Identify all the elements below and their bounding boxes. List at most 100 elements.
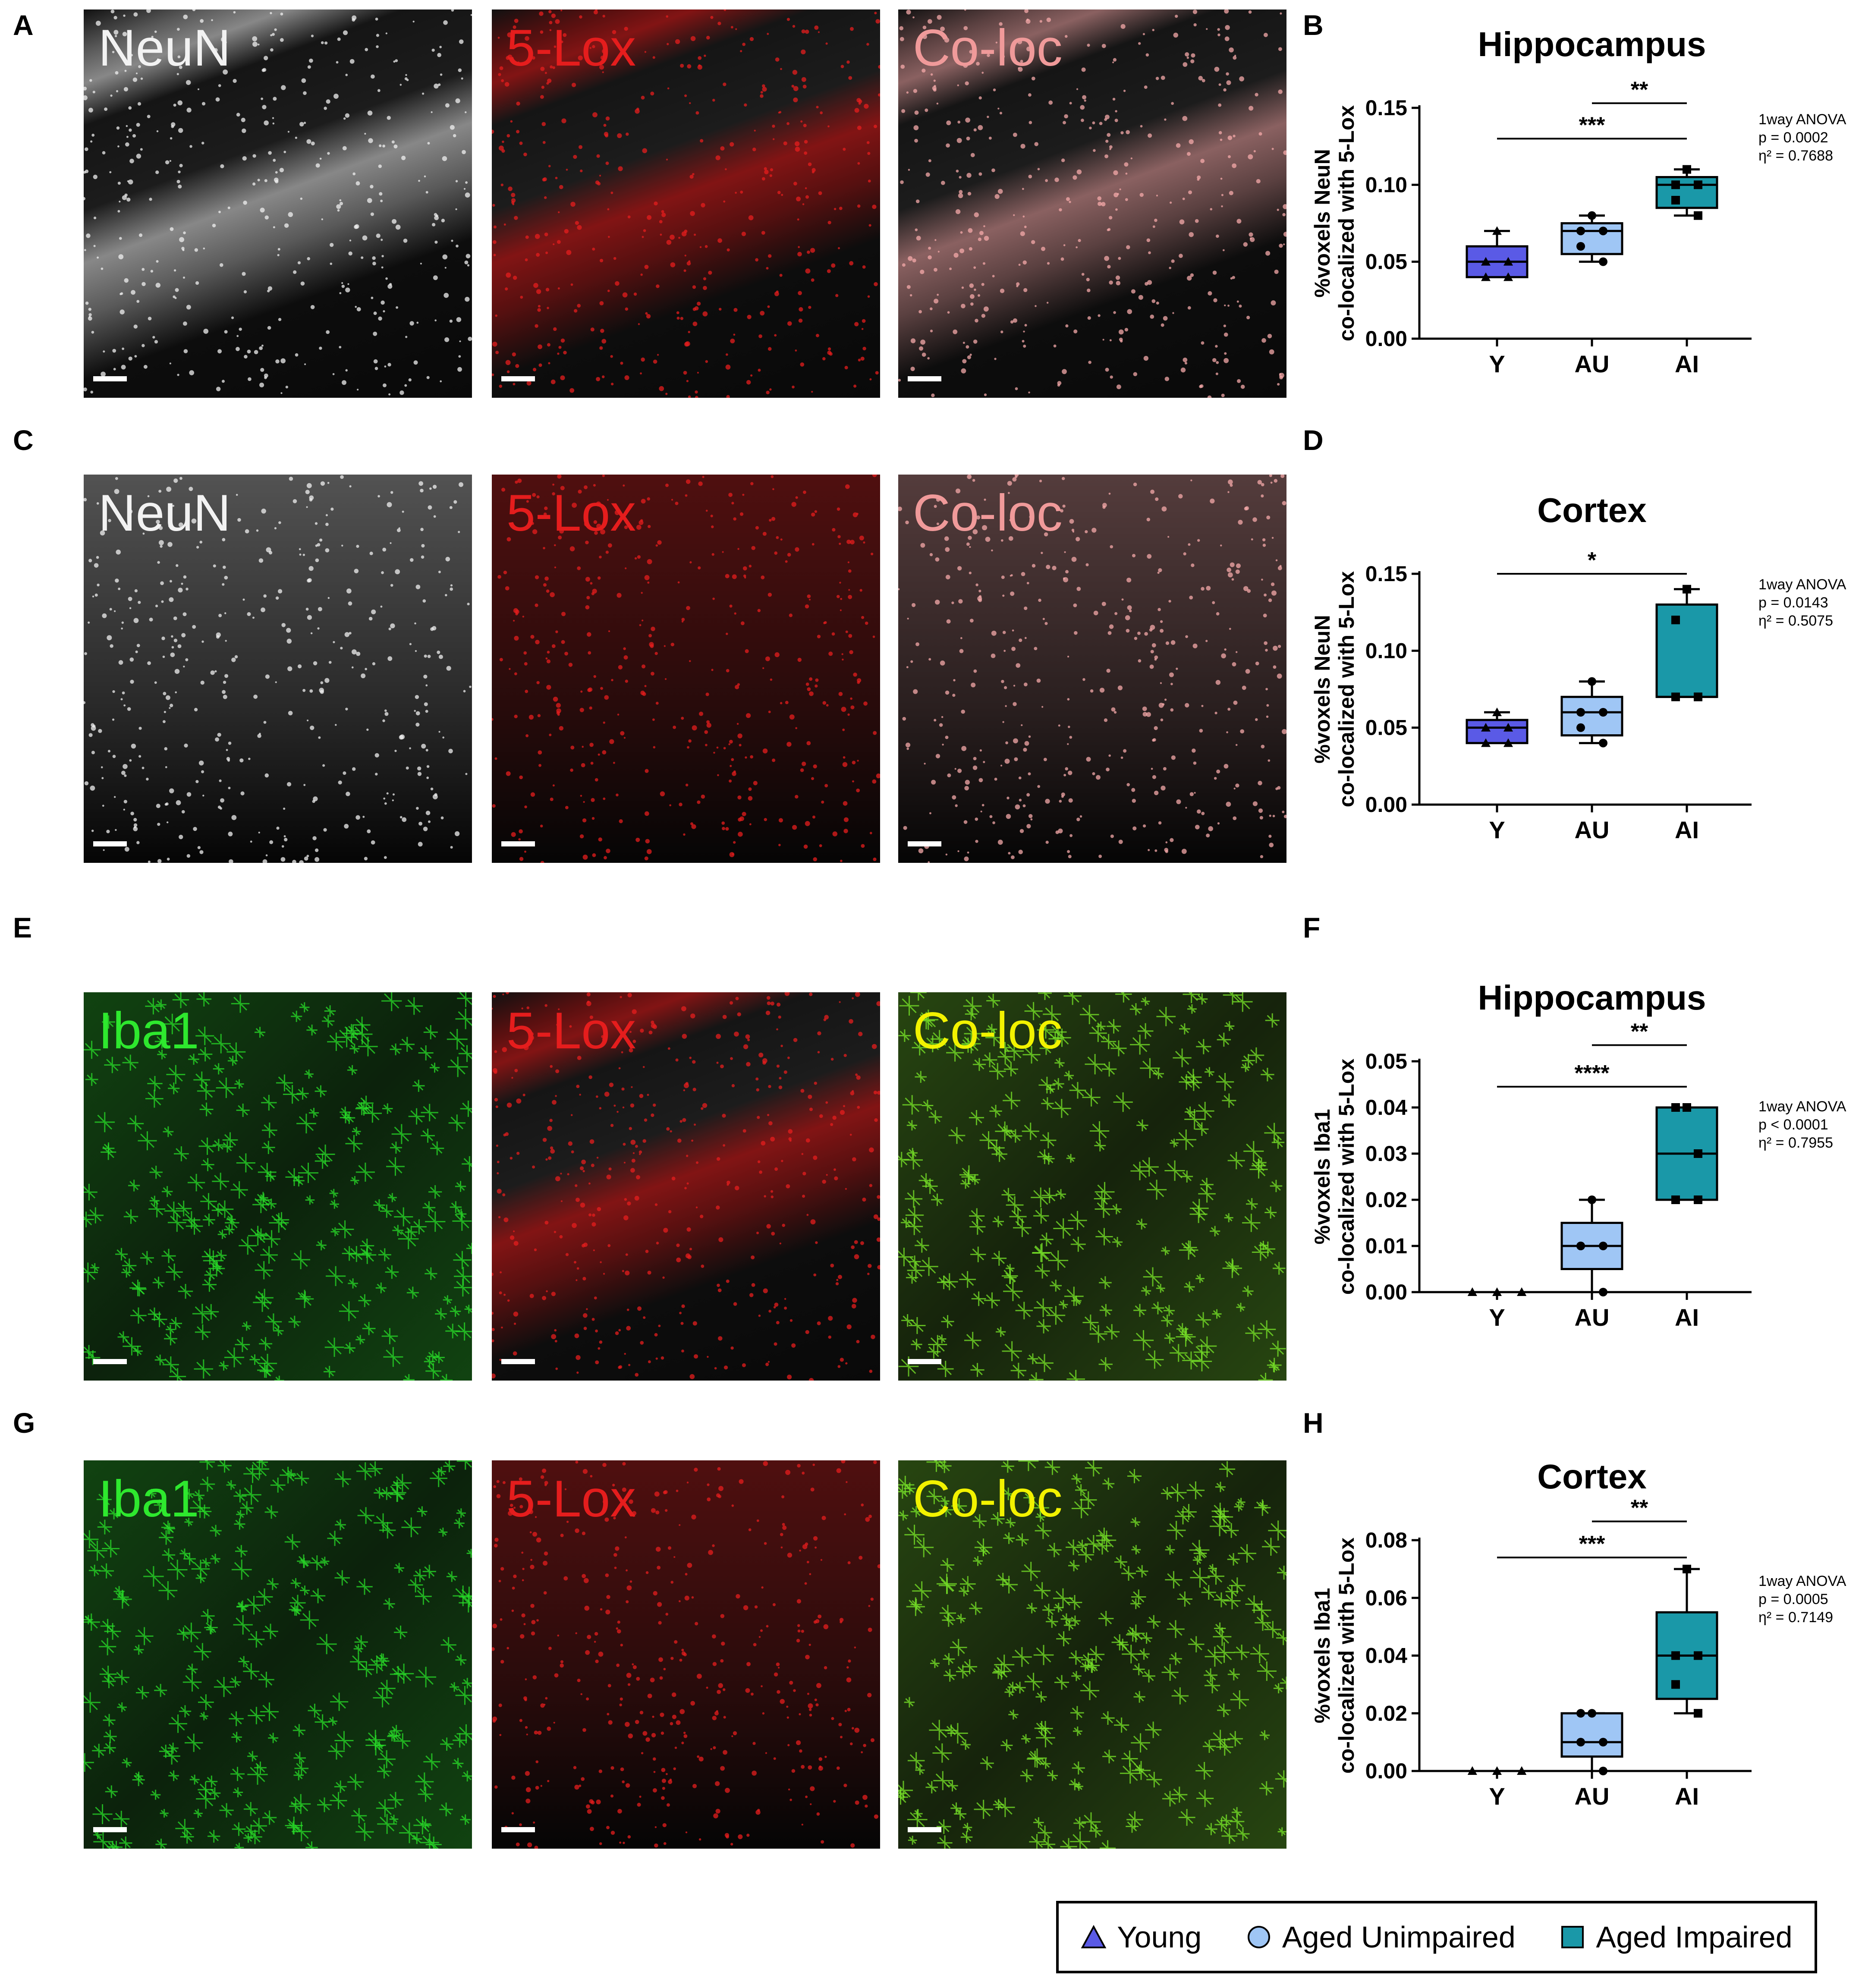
micrograph-speckle <box>231 316 234 319</box>
micrograph-speckle <box>463 188 466 190</box>
micrograph-1-3: Co-loc <box>898 9 1286 398</box>
micrograph-speckle <box>625 1271 630 1276</box>
micrograph-speckle <box>555 1367 558 1370</box>
micrograph-speckle <box>872 475 877 477</box>
micrograph-speckle <box>830 1057 834 1061</box>
micrograph-speckle <box>506 992 509 994</box>
micrograph-speckle <box>1169 1652 1182 1665</box>
micrograph-speckle <box>1098 855 1102 858</box>
micrograph-speckle <box>761 1141 766 1146</box>
micrograph-speckle <box>605 1573 609 1577</box>
micrograph-speckle <box>797 1624 800 1627</box>
micrograph-speckle <box>973 669 977 673</box>
micrograph-speckle <box>733 308 738 312</box>
micrograph-speckle <box>641 1752 644 1755</box>
micrograph-speckle <box>653 1771 656 1773</box>
micrograph-speckle <box>716 1157 720 1161</box>
micrograph-speckle <box>590 1475 593 1478</box>
micrograph-speckle <box>907 1261 925 1279</box>
micrograph-speckle <box>712 1544 715 1547</box>
micrograph-speckle <box>1206 585 1211 591</box>
micrograph-speckle <box>440 1374 453 1381</box>
micrograph-speckle <box>914 110 919 115</box>
micrograph-speckle <box>908 256 913 261</box>
micrograph-speckle <box>624 1353 626 1355</box>
micrograph-speckle <box>1052 566 1057 570</box>
micrograph-speckle <box>711 525 714 528</box>
micrograph-speckle <box>1006 796 1010 799</box>
micrograph-speckle <box>166 1263 183 1281</box>
micrograph-speckle <box>732 853 734 856</box>
micrograph-speckle <box>765 1362 769 1366</box>
micrograph-speckle <box>273 159 276 162</box>
micrograph-speckle <box>1207 395 1212 398</box>
micrograph-speckle <box>1230 1690 1249 1709</box>
micrograph-speckle <box>1050 1280 1062 1292</box>
micrograph-speckle <box>1126 577 1132 583</box>
micrograph-speckle <box>261 607 265 612</box>
micrograph-speckle <box>307 65 311 69</box>
micrograph-speckle <box>505 360 511 365</box>
micrograph-speckle <box>218 211 221 214</box>
micrograph-speckle <box>726 1279 730 1283</box>
micrograph-speckle <box>454 1518 465 1529</box>
micrograph-speckle <box>705 692 709 696</box>
micrograph-speckle <box>299 1557 309 1568</box>
micrograph-speckle <box>183 575 187 579</box>
micrograph-speckle <box>993 1663 1010 1680</box>
micrograph-speckle <box>496 1480 500 1483</box>
micrograph-speckle <box>1065 570 1069 574</box>
micrograph-speckle <box>765 1752 767 1754</box>
micrograph-speckle <box>583 801 585 803</box>
micrograph-speckle <box>409 321 414 326</box>
micrograph-speckle <box>725 365 731 370</box>
micrograph-speckle <box>1115 208 1118 211</box>
micrograph-speckle <box>1243 1141 1264 1161</box>
micrograph-speckle <box>792 25 796 28</box>
micrograph-speckle <box>596 523 601 529</box>
micrograph-speckle <box>1028 735 1031 738</box>
micrograph-speckle <box>1146 518 1151 522</box>
micrograph-speckle <box>1010 591 1015 596</box>
micrograph-speckle <box>342 1024 361 1043</box>
micrograph-speckle <box>373 1688 392 1708</box>
micrograph-speckle <box>610 1794 614 1798</box>
micrograph-speckle <box>1126 1811 1143 1828</box>
micrograph-speckle <box>1073 603 1077 607</box>
micrograph-speckle <box>231 994 250 1013</box>
micrograph-speckle <box>1164 698 1167 701</box>
micrograph-speckle <box>935 557 940 562</box>
data-point <box>1503 272 1513 281</box>
micrograph-speckle <box>723 1365 728 1370</box>
micrograph-speckle <box>225 640 227 642</box>
y-tick-label: 0.02 <box>1365 1701 1407 1725</box>
micrograph-speckle <box>116 90 119 92</box>
micrograph-speckle <box>304 1069 314 1079</box>
micrograph-speckle <box>133 618 139 623</box>
micrograph-speckle <box>438 731 440 733</box>
micrograph-speckle <box>1196 1039 1211 1054</box>
data-point <box>1576 1709 1585 1718</box>
micrograph-speckle <box>180 1830 194 1844</box>
micrograph-speckle <box>979 749 982 752</box>
micrograph-speckle <box>1259 1730 1270 1740</box>
micrograph-speckle <box>862 319 866 323</box>
micrograph-speckle <box>603 721 605 724</box>
micrograph-speckle <box>286 1469 296 1478</box>
micrograph-speckle <box>1006 814 1011 819</box>
micrograph-speckle <box>586 1308 588 1310</box>
micrograph-speckle <box>1098 1611 1114 1626</box>
micrograph-speckle <box>372 261 376 266</box>
micrograph-speckle <box>843 1054 847 1057</box>
micrograph-speckle <box>201 640 204 643</box>
micrograph-speckle <box>1283 243 1285 245</box>
micrograph-speckle <box>1183 992 1200 1003</box>
micrograph-speckle <box>767 305 770 308</box>
micrograph-speckle <box>784 1306 787 1310</box>
micrograph-speckle <box>780 1044 783 1047</box>
micrograph-speckle <box>462 1678 472 1689</box>
micrograph-speckle <box>631 1086 633 1088</box>
micrograph-speckle <box>1238 519 1243 525</box>
micrograph-speckle <box>952 795 956 800</box>
micrograph-speckle <box>1216 361 1219 364</box>
